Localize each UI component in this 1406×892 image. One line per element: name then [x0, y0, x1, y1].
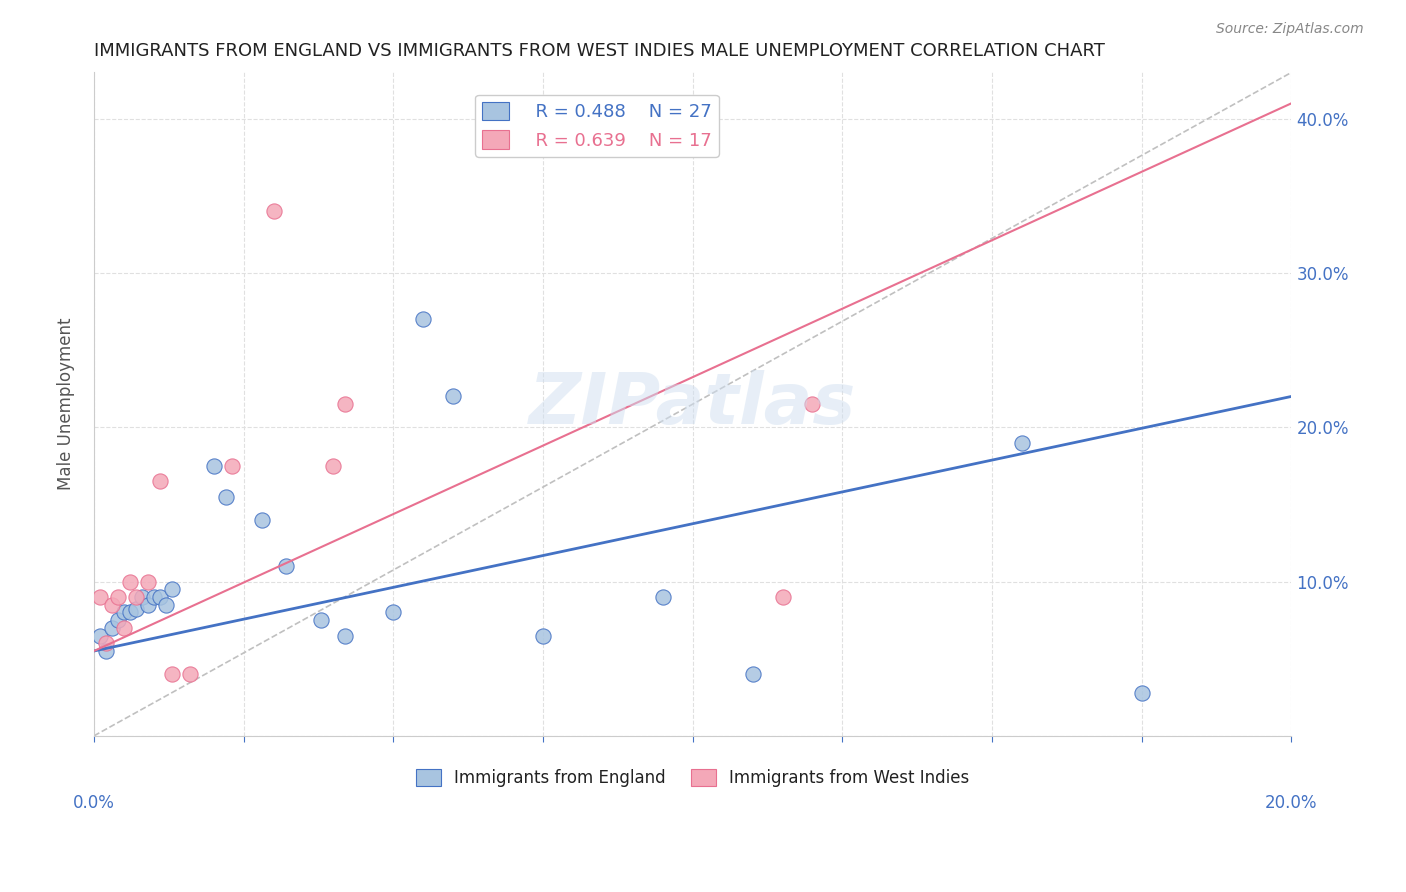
- Point: [274, 559, 297, 574]
- Point: [311, 613, 333, 627]
- Point: [221, 458, 243, 473]
- Point: [160, 667, 183, 681]
- Point: [131, 590, 153, 604]
- Point: [89, 590, 111, 604]
- Point: [322, 458, 344, 473]
- Point: [741, 667, 763, 681]
- Point: [772, 590, 794, 604]
- Text: 20.0%: 20.0%: [1265, 795, 1317, 813]
- Point: [335, 397, 357, 411]
- Point: [125, 602, 148, 616]
- Point: [382, 606, 405, 620]
- Point: [107, 613, 129, 627]
- Point: [112, 606, 135, 620]
- Text: ZIPatlas: ZIPatlas: [529, 369, 856, 439]
- Point: [149, 475, 172, 489]
- Point: [801, 397, 824, 411]
- Point: [94, 636, 117, 650]
- Legend: Immigrants from England, Immigrants from West Indies: Immigrants from England, Immigrants from…: [409, 763, 976, 794]
- Point: [179, 667, 201, 681]
- Point: [107, 590, 129, 604]
- Point: [335, 629, 357, 643]
- Point: [94, 644, 117, 658]
- Point: [112, 621, 135, 635]
- Point: [118, 574, 141, 589]
- Point: [263, 204, 285, 219]
- Point: [155, 598, 177, 612]
- Y-axis label: Male Unemployment: Male Unemployment: [58, 318, 75, 491]
- Point: [441, 389, 464, 403]
- Point: [101, 598, 124, 612]
- Point: [250, 513, 273, 527]
- Point: [89, 629, 111, 643]
- Point: [101, 621, 124, 635]
- Point: [160, 582, 183, 597]
- Point: [412, 312, 434, 326]
- Point: [136, 574, 159, 589]
- Point: [149, 590, 172, 604]
- Point: [118, 606, 141, 620]
- Point: [214, 490, 236, 504]
- Text: 0.0%: 0.0%: [73, 795, 115, 813]
- Point: [202, 458, 225, 473]
- Point: [125, 590, 148, 604]
- Point: [136, 598, 159, 612]
- Point: [1011, 435, 1033, 450]
- Point: [1130, 686, 1153, 700]
- Point: [531, 629, 554, 643]
- Text: Source: ZipAtlas.com: Source: ZipAtlas.com: [1216, 22, 1364, 37]
- Text: IMMIGRANTS FROM ENGLAND VS IMMIGRANTS FROM WEST INDIES MALE UNEMPLOYMENT CORRELA: IMMIGRANTS FROM ENGLAND VS IMMIGRANTS FR…: [94, 42, 1105, 60]
- Point: [142, 590, 165, 604]
- Point: [651, 590, 673, 604]
